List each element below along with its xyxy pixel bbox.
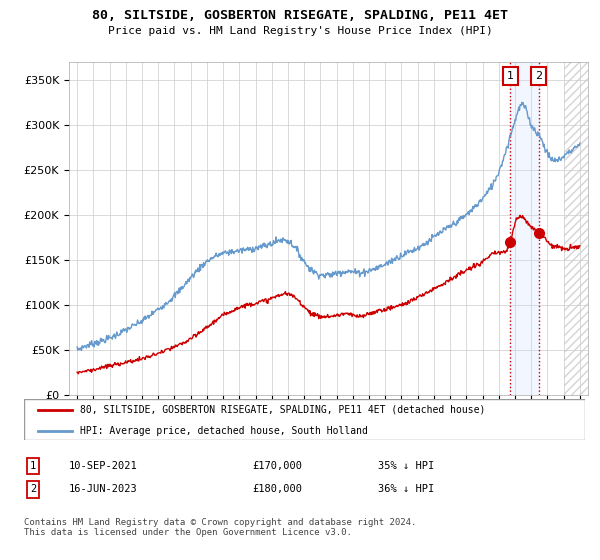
Bar <box>510 62 539 395</box>
Text: 1: 1 <box>30 461 36 471</box>
Text: 16-JUN-2023: 16-JUN-2023 <box>69 484 138 494</box>
Text: 1: 1 <box>507 71 514 81</box>
Text: 2: 2 <box>30 484 36 494</box>
Text: Price paid vs. HM Land Registry's House Price Index (HPI): Price paid vs. HM Land Registry's House … <box>107 26 493 36</box>
Text: 80, SILTSIDE, GOSBERTON RISEGATE, SPALDING, PE11 4ET: 80, SILTSIDE, GOSBERTON RISEGATE, SPALDI… <box>92 9 508 22</box>
Text: £170,000: £170,000 <box>252 461 302 471</box>
Text: 80, SILTSIDE, GOSBERTON RISEGATE, SPALDING, PE11 4ET (detached house): 80, SILTSIDE, GOSBERTON RISEGATE, SPALDI… <box>80 405 485 415</box>
Text: £180,000: £180,000 <box>252 484 302 494</box>
Text: 10-SEP-2021: 10-SEP-2021 <box>69 461 138 471</box>
Text: 35% ↓ HPI: 35% ↓ HPI <box>378 461 434 471</box>
Text: Contains HM Land Registry data © Crown copyright and database right 2024.
This d: Contains HM Land Registry data © Crown c… <box>24 518 416 538</box>
Text: HPI: Average price, detached house, South Holland: HPI: Average price, detached house, Sout… <box>80 426 368 436</box>
Text: 36% ↓ HPI: 36% ↓ HPI <box>378 484 434 494</box>
Text: 2: 2 <box>535 71 542 81</box>
